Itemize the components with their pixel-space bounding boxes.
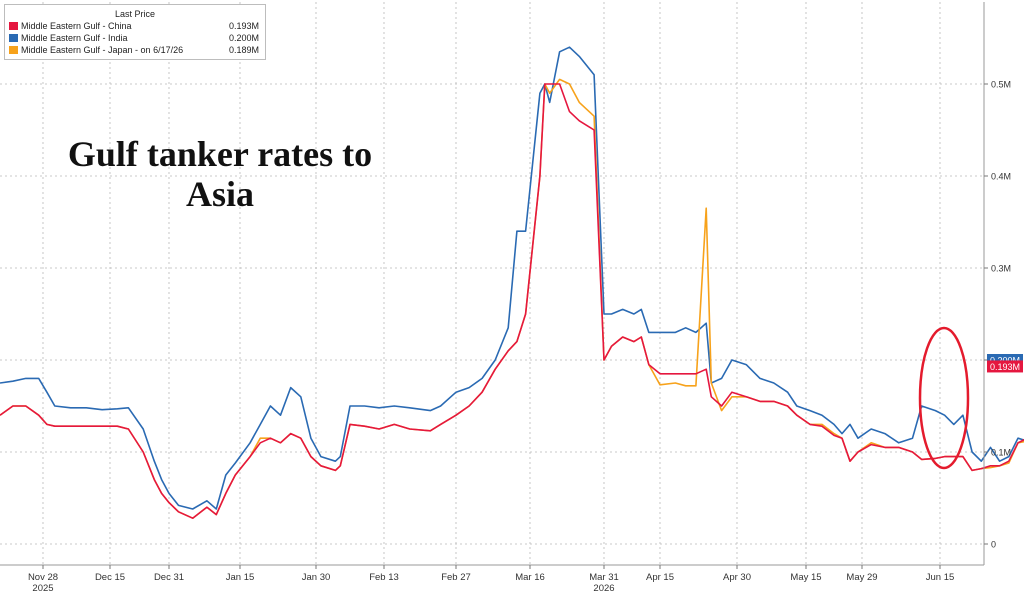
x-tick-label: Jun 15: [926, 572, 955, 583]
legend-item-india: Middle Eastern Gulf - India 0.200M: [5, 32, 265, 44]
chart-legend: Last Price Middle Eastern Gulf - China 0…: [4, 4, 266, 60]
x-tick-label: Apr 15: [646, 572, 674, 583]
x-tick-label: Apr 30: [723, 572, 751, 583]
x-year-label: 2025: [32, 583, 53, 594]
chart-series: [0, 46, 1024, 519]
legend-value-india: 0.200M: [228, 33, 259, 43]
y-tick-label: 0.1M: [991, 448, 1011, 458]
x-tick-label: Nov 28: [28, 572, 58, 583]
x-tick-label: Mar 31: [589, 572, 619, 583]
legend-item-japan: Middle Eastern Gulf - Japan - on 6/17/26…: [5, 44, 265, 56]
series-line-0: [0, 46, 1024, 510]
y-tick-label: 0.5M: [991, 80, 1011, 90]
legend-value-japan: 0.189M: [228, 45, 259, 55]
legend-swatch-india: [9, 34, 18, 42]
x-tick-label: Jan 30: [302, 572, 331, 583]
legend-swatch-japan: [9, 46, 18, 54]
y-tick-label: 0.3M: [991, 264, 1011, 274]
y-tick-label: 0.4M: [991, 172, 1011, 182]
x-tick-label: May 15: [790, 572, 821, 583]
legend-title: Last Price: [114, 9, 156, 19]
x-year-label: 2026: [593, 583, 614, 594]
last-value-tags: 0.200M0.193M: [987, 354, 1023, 373]
chart-grid: [0, 2, 984, 565]
x-tick-label: Dec 15: [95, 572, 125, 583]
last-value-tag-bg: [987, 360, 1023, 373]
x-tick-label: Feb 27: [441, 572, 471, 583]
legend-label-india: Middle Eastern Gulf - India: [21, 33, 128, 43]
y-tick-label: 0: [991, 540, 996, 550]
highlight-circle: [918, 326, 970, 470]
legend-label-china: Middle Eastern Gulf - China: [21, 21, 132, 31]
series-line-2: [0, 83, 1024, 519]
y-axis: 00.1M0.2M0.3M0.4M0.5M: [983, 2, 1011, 565]
legend-value-china: 0.193M: [228, 21, 259, 31]
legend-label-japan: Middle Eastern Gulf - Japan - on 6/17/26: [21, 45, 184, 55]
x-tick-label: May 29: [846, 572, 877, 583]
last-value-tag: 0.193M: [990, 362, 1020, 372]
x-tick-label: Mar 16: [515, 572, 545, 583]
legend-swatch-china: [9, 22, 18, 30]
legend-item-china: Middle Eastern Gulf - China 0.193M: [5, 20, 265, 32]
x-axis: Nov 28 Dec 15 Dec 31 Jan 15 Jan 30 Feb 13 Feb …: [0, 564, 984, 594]
x-tick-label: Feb 13: [369, 572, 399, 583]
chart-title-overlay: Gulf tanker rates to Asia: [67, 134, 373, 214]
x-tick-label: Jan 15: [226, 572, 255, 583]
x-tick-label: Dec 31: [154, 572, 184, 583]
